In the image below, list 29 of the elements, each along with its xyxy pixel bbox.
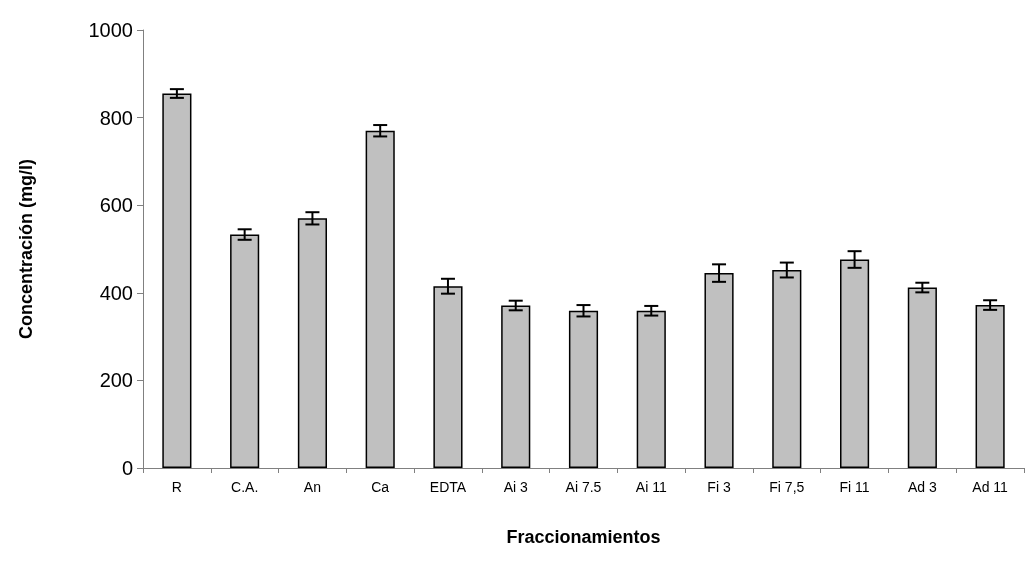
x-tick-label: R — [171, 479, 182, 495]
x-tick-label: EDTA — [429, 479, 467, 495]
x-tick-label: An — [303, 479, 321, 495]
bar — [365, 130, 395, 468]
y-axis-title: Concentración (mg/l) — [16, 158, 36, 340]
y-tick-label: 800 — [99, 106, 133, 129]
y-tick-label: 600 — [99, 194, 133, 217]
bar — [975, 305, 1005, 468]
x-tick-label: Ad 3 — [907, 479, 937, 495]
x-tick-label: Ca — [371, 479, 390, 495]
y-tick-label: 200 — [99, 369, 133, 392]
y-tick-label: 0 — [121, 457, 133, 479]
x-tick-label: Fi 7,5 — [769, 479, 805, 495]
x-tick-label: Ai 7.5 — [565, 479, 602, 495]
x-tick-label: Ad 11 — [972, 479, 1009, 495]
bar — [907, 287, 937, 468]
x-axis-title: Fraccionamientos — [506, 527, 661, 547]
x-tick-label: C.A. — [231, 479, 259, 495]
x-tick-label: Ai 11 — [635, 479, 667, 495]
bar — [636, 310, 666, 468]
bar — [568, 310, 599, 468]
x-tick-label: Ai 3 — [503, 479, 529, 495]
bar — [162, 93, 192, 468]
y-tick-label: 1000 — [88, 19, 133, 41]
x-tick-label: Fi 3 — [707, 479, 731, 495]
y-tick-label: 400 — [99, 281, 133, 304]
x-tick-label: Fi 11 — [839, 479, 870, 495]
bar — [501, 305, 531, 468]
bar — [230, 234, 260, 468]
